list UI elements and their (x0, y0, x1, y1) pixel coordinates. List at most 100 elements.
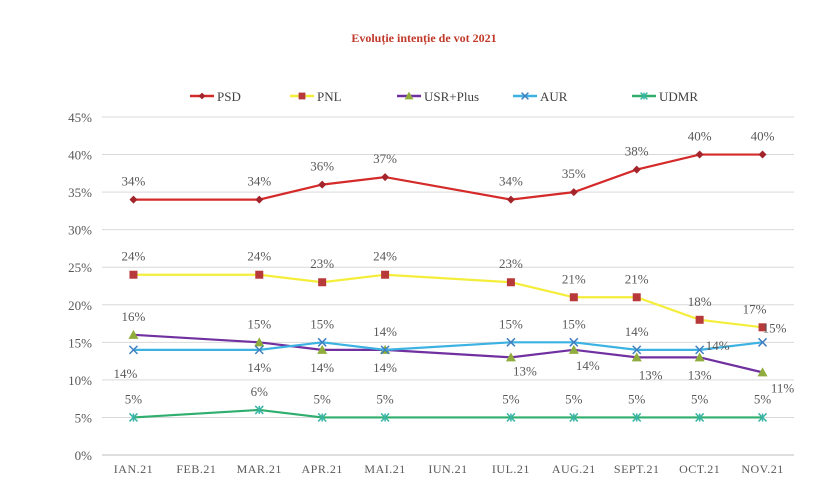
data-point-marker (255, 195, 264, 204)
x-tick-label: APR.21 (302, 462, 343, 476)
data-label: 5% (314, 391, 332, 406)
data-point-marker (317, 344, 328, 354)
data-label: 16% (122, 309, 146, 324)
data-point-marker (632, 412, 642, 422)
data-point-marker (640, 92, 648, 100)
data-point-marker (758, 323, 767, 332)
data-label: 5% (502, 391, 520, 406)
x-tick-label: MAR.21 (237, 462, 282, 476)
data-point-marker (198, 92, 206, 100)
data-label: 5% (628, 391, 646, 406)
x-tick-label: MAI.21 (364, 462, 405, 476)
data-label: 21% (625, 271, 649, 286)
data-point-marker (381, 270, 390, 279)
series-line (133, 333, 763, 374)
legend-item-psd: PSD (190, 89, 241, 104)
series-line (133, 273, 763, 329)
data-label: 5% (691, 391, 709, 406)
data-label: 14% (114, 366, 138, 381)
data-point-marker (569, 412, 579, 422)
legend-label: PSD (217, 89, 241, 104)
data-point-marker (632, 293, 641, 302)
legend-label: AUR (540, 89, 568, 104)
data-label: 40% (751, 129, 775, 144)
series-udmr: 5% 6% 5% 5% 5% 5% 5% 5% 5% (125, 384, 772, 422)
data-point-marker (695, 345, 705, 355)
data-point-marker (128, 329, 139, 339)
series-usrplus: 16% 15% 14% 14% 13% 14% 13% 13% 11% (122, 309, 795, 396)
data-label: 13% (513, 363, 537, 378)
series-aur: 14% 14% 15% 14% 15% 15% 14% 14% 15% (114, 316, 787, 381)
data-label: 17% (743, 301, 767, 316)
data-label: 23% (310, 256, 334, 271)
y-tick-label: 45% (68, 110, 92, 125)
series-group: 34% 34%36%37%34%35%38%40% 40%24% 24%23%24%2… (114, 129, 795, 422)
legend-item-usrplus: USR+Plus (397, 89, 479, 104)
data-label: 14% (310, 360, 334, 375)
data-point-marker (129, 270, 138, 279)
data-label: 15% (562, 316, 586, 331)
data-label: 15% (763, 320, 787, 335)
legend-label: PNL (317, 89, 342, 104)
data-label: 5% (754, 391, 772, 406)
series-line (133, 153, 763, 201)
y-tick-label: 20% (68, 298, 92, 313)
data-point-marker (380, 412, 390, 422)
data-label: 18% (688, 294, 712, 309)
data-point-marker (317, 412, 327, 422)
data-point-marker (695, 315, 704, 324)
x-tick-label: AUG.21 (552, 462, 596, 476)
data-point-marker (128, 412, 138, 422)
y-tick-label: 30% (68, 223, 92, 238)
data-label: 34% (122, 174, 146, 189)
data-point-marker (632, 165, 641, 174)
series-psd: 34% 34% 36% 37% 34% 35% 38% 40% 40% (122, 129, 775, 204)
data-point-marker (632, 345, 642, 355)
data-point-marker (506, 278, 515, 287)
legend: PSD PNL USR+Plus AUR UDMR (190, 89, 698, 104)
data-label: 5% (565, 391, 583, 406)
data-point-marker (128, 345, 138, 355)
legend-label: UDMR (659, 89, 698, 104)
data-label: 34% (247, 174, 271, 189)
data-point-marker (631, 352, 642, 362)
data-point-marker (129, 195, 138, 204)
y-tick-label: 35% (68, 185, 92, 200)
data-label: 15% (310, 316, 334, 331)
data-label: 24% (122, 249, 146, 264)
data-label: 14% (373, 360, 397, 375)
data-point-marker (254, 345, 264, 355)
data-label: 14% (247, 360, 271, 375)
x-tick-label: IUN.21 (428, 462, 467, 476)
data-label: 21% (562, 271, 586, 286)
legend-label: USR+Plus (424, 89, 479, 104)
y-tick-label: 5% (75, 410, 93, 425)
series-pnl: 24% 24% 23% 24% 23% 21% 21% 18% 17% (122, 249, 767, 332)
legend-item-aur: AUR (513, 89, 568, 104)
data-point-marker (318, 180, 327, 189)
y-tick-label: 25% (68, 260, 92, 275)
data-label: 23% (499, 256, 523, 271)
data-point-marker (758, 150, 767, 159)
data-label: 11% (771, 380, 795, 395)
x-tick-label: SEPT.21 (614, 462, 660, 476)
data-label: 5% (376, 391, 394, 406)
data-point-marker (298, 92, 306, 100)
series-line (133, 408, 763, 419)
data-point-marker (505, 352, 516, 362)
data-point-marker (254, 337, 265, 347)
data-point-marker (506, 337, 516, 347)
data-point-marker (506, 412, 516, 422)
x-tick-label: IAN.21 (114, 462, 153, 476)
data-label: 36% (310, 159, 334, 174)
data-label: 34% (499, 174, 523, 189)
data-point-marker (506, 195, 515, 204)
data-label: 38% (625, 144, 649, 159)
data-label: 15% (247, 316, 271, 331)
legend-item-pnl: PNL (290, 89, 342, 104)
data-point-marker (318, 278, 327, 287)
data-label: 40% (688, 129, 712, 144)
data-label: 14% (576, 358, 600, 373)
series-line (133, 341, 763, 351)
